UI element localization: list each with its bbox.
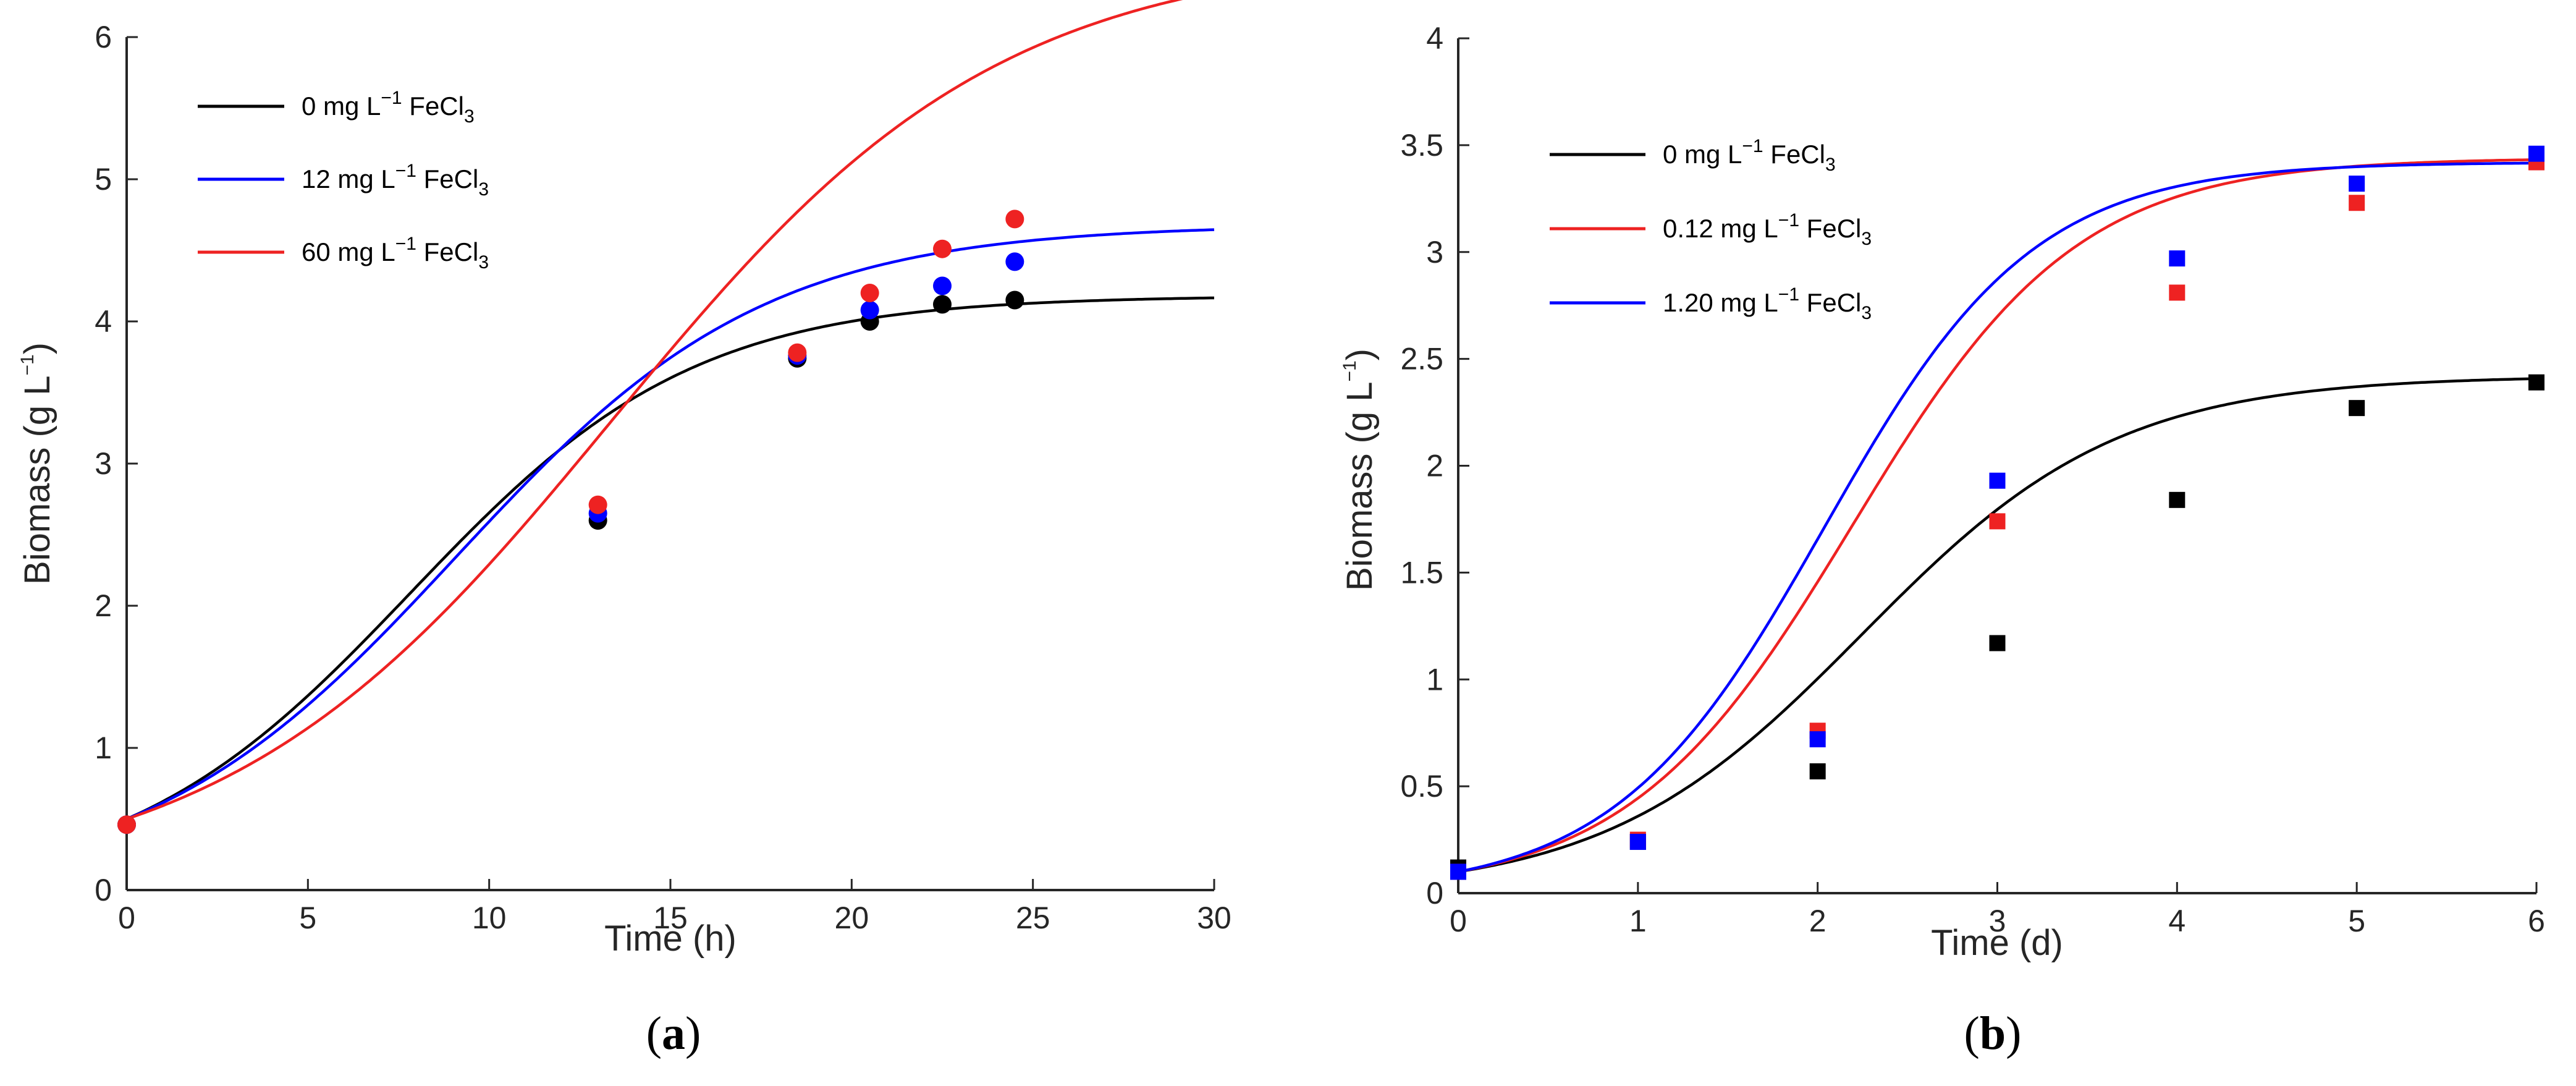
- panel-b-y-tick-label: 1.5: [1400, 555, 1443, 590]
- panel-a-fit-curves: [126, 0, 1215, 821]
- panel-a-data-point-series-1: [933, 276, 952, 295]
- panel-a-y-tick-label: 3: [95, 446, 112, 481]
- panel-a-x-tick-label: 30: [1197, 901, 1231, 935]
- panel-a-x-tick-label: 5: [299, 901, 316, 935]
- panel-a-data-markers: [117, 210, 1024, 834]
- panel-a-legend-label-series-2: 60 mg L−1 FeCl3: [302, 234, 489, 273]
- panel-b-data-point-series-0: [2169, 491, 2185, 508]
- panel-a-fit-line-series-2: [126, 0, 1183, 821]
- panel-a-legend: 0 mg L−1 FeCl3 12 mg L−1 FeCl3 60 mg L−1 F…: [198, 88, 489, 273]
- panel-b-chart: 0 1 2 3 4 5 6 0 0.5 1 1.5 2 2.5 3 3.5 4 0 mg L−1 FeCl3…: [1340, 21, 2545, 1059]
- panel-a-y-axis-title: Biomass (g L−1): [17, 342, 57, 585]
- panel-b-x-tick-label: 5: [2348, 904, 2365, 938]
- panel-b-y-tick-label: 1: [1426, 662, 1443, 697]
- panel-b-legend-label-series-0: 0 mg L−1 FeCl3: [1663, 136, 1836, 175]
- panel-b-y-tick-label: 3: [1426, 235, 1443, 269]
- panel-a-x-tick-label: 15: [653, 901, 688, 935]
- panel-b-label: (b): [1964, 1008, 2022, 1059]
- panel-b-data-point-series-2: [2169, 250, 2185, 267]
- panel-a-y-tick-label: 0: [95, 873, 112, 907]
- panel-b-x-tick-label: 1: [1629, 904, 1647, 938]
- panel-b-y-ticks: 0 0.5 1 1.5 2 2.5 3 3.5 4: [1400, 21, 1469, 910]
- panel-b-data-point-series-1: [2169, 284, 2185, 301]
- panel-b-y-axis-title: Biomass (g L−1): [1340, 349, 1380, 591]
- panel-a-y-tick-label: 4: [95, 304, 112, 339]
- panel-b-data-point-series-2: [2349, 176, 2365, 192]
- panel-b-data-point-series-2: [1629, 834, 1646, 851]
- panel-a-y-tick-label: 1: [95, 731, 112, 765]
- panel-a-data-point-series-2: [933, 239, 952, 258]
- panel-b-x-ticks: 0 1 2 3 4 5 6: [1450, 882, 2545, 938]
- panel-b-x-tick-label: 0: [1450, 904, 1467, 938]
- panel-a-legend-label-series-1: 12 mg L−1 FeCl3: [302, 161, 489, 200]
- panel-a-data-point-series-2: [788, 343, 807, 362]
- panel-b-data-point-series-0: [2349, 400, 2365, 417]
- panel-b-y-tick-label: 2.5: [1400, 342, 1443, 376]
- panel-b-data-point-series-2: [1989, 472, 2006, 489]
- panel-a-chart: 0 5 10 15 20 25 30 0 1 2 3 4 5 6 0 mg L−1 FeCl3 12 mg…: [17, 0, 1231, 1059]
- panel-a-y-tick-label: 6: [95, 20, 112, 54]
- panel-b-y-tick-label: 3.5: [1400, 128, 1443, 163]
- panel-b-data-point-series-0: [1989, 635, 2006, 651]
- panel-b-data-point-series-0: [1809, 763, 1826, 779]
- panel-a-data-point-series-2: [117, 815, 136, 834]
- panel-b-x-tick-label: 4: [2168, 904, 2185, 938]
- panel-a-data-point-series-0: [933, 295, 952, 314]
- panel-a-data-point-series-2: [1005, 210, 1024, 229]
- panel-a-x-tick-label: 10: [472, 901, 507, 935]
- panel-a-data-point-series-0: [1005, 291, 1024, 310]
- panel-b-y-tick-label: 0.5: [1400, 769, 1443, 804]
- panel-a-x-tick-label: 0: [118, 901, 135, 935]
- panel-b-data-point-series-1: [2349, 195, 2365, 211]
- panel-b-x-tick-label: 3: [1989, 904, 2006, 938]
- panel-a-data-point-series-1: [860, 300, 879, 320]
- panel-b-data-point-series-1: [1989, 513, 2006, 530]
- panel-b-x-tick-label: 6: [2528, 904, 2545, 938]
- panel-a-data-point-series-2: [588, 495, 607, 514]
- panel-a-x-ticks: 0 5 10 15 20 25 30: [118, 879, 1231, 935]
- panel-b-x-tick-label: 2: [1809, 904, 1826, 938]
- panel-a-label: (a): [646, 1008, 701, 1059]
- panel-a-fit-line-series-1: [126, 228, 1215, 821]
- panel-a-data-point-series-2: [860, 284, 879, 302]
- panel-b-y-tick-label: 4: [1426, 21, 1443, 56]
- panel-b-data-point-series-0: [2528, 374, 2544, 391]
- panel-b-fit-curves: [1458, 158, 2537, 873]
- panel-b-legend: 0 mg L−1 FeCl3 0.12 mg L−1 FeCl3 1.20 mg L…: [1550, 136, 1872, 323]
- panel-b-x-axis-title: Time (d): [1931, 923, 2063, 963]
- panel-a-x-tick-label: 20: [835, 901, 869, 935]
- panel-a-y-tick-label: 5: [95, 162, 112, 197]
- panel-a-legend-label-series-0: 0 mg L−1 FeCl3: [302, 88, 475, 127]
- panel-b-data-point-series-2: [2528, 145, 2544, 162]
- panel-a-x-tick-label: 25: [1016, 901, 1050, 935]
- panel-b-y-tick-label: 0: [1426, 876, 1443, 910]
- panel-b-legend-label-series-1: 0.12 mg L−1 FeCl3: [1663, 210, 1872, 249]
- panel-a-y-ticks: 0 1 2 3 4 5 6: [95, 20, 138, 907]
- panel-b-data-markers: [1450, 145, 2544, 880]
- panel-b-data-point-series-2: [1809, 731, 1826, 748]
- panel-b-data-point-series-2: [1450, 863, 1466, 880]
- panel-a-x-axis-title: Time (h): [604, 918, 737, 959]
- panel-b-fit-line-series-0: [1458, 377, 2537, 873]
- panel-a-fit-line-series-0: [126, 296, 1214, 821]
- panel-a-y-tick-label: 2: [95, 588, 112, 623]
- panel-a-data-point-series-1: [1005, 252, 1024, 271]
- panel-b-y-tick-label: 2: [1426, 449, 1443, 483]
- panel-b-fit-line-series-2: [1458, 161, 2537, 873]
- panel-b-legend-label-series-2: 1.20 mg L−1 FeCl3: [1663, 284, 1872, 323]
